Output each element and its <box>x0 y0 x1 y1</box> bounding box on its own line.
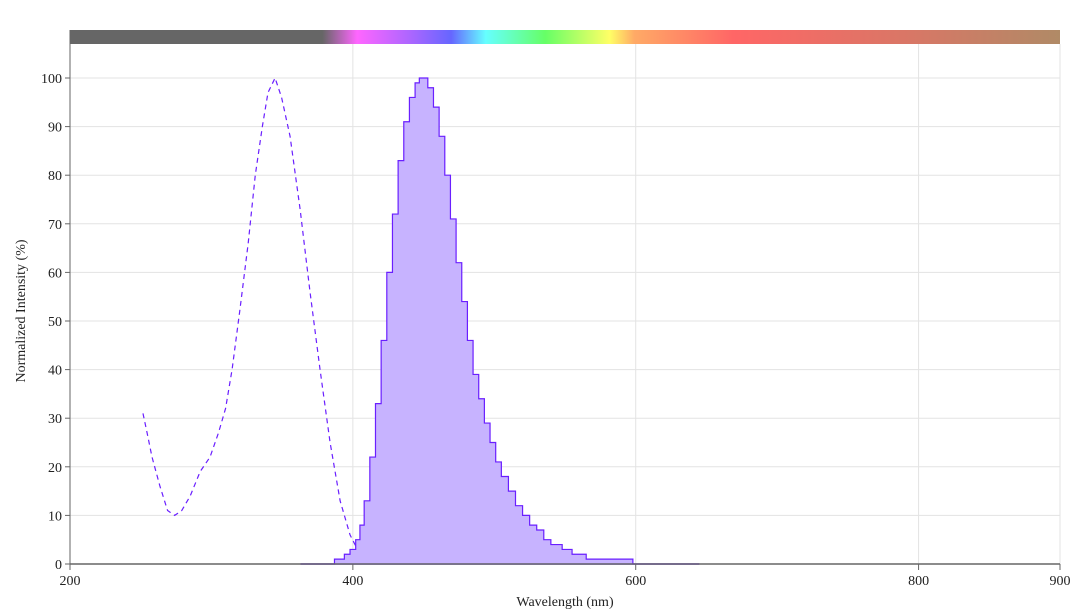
y-tick-label: 60 <box>48 266 62 281</box>
x-tick-label: 200 <box>60 574 81 589</box>
grid <box>69 44 1061 564</box>
x-axis-label: Wavelength (nm) <box>516 595 614 610</box>
spectrum-color-bar <box>70 30 1060 44</box>
y-tick-label: 70 <box>48 218 62 233</box>
y-tick-label: 80 <box>48 169 62 184</box>
x-tick-label: 800 <box>908 574 929 589</box>
y-tick-label: 50 <box>48 315 62 330</box>
y-tick-label: 40 <box>48 364 62 379</box>
y-tick-label: 0 <box>55 558 62 573</box>
y-tick-label: 10 <box>48 509 62 524</box>
y-tick-label: 30 <box>48 412 62 427</box>
y-tick-label: 20 <box>48 461 62 476</box>
emission-line <box>300 77 700 565</box>
x-tick-label: 600 <box>625 574 646 589</box>
x-tick-label: 900 <box>1050 574 1071 589</box>
axes: 0 10 20 30 40 50 60 70 80 90 100 200 400 600 800 900 <box>41 30 1071 589</box>
x-tick-label: 400 <box>342 574 363 589</box>
excitation-line <box>142 76 376 563</box>
emission-fill <box>300 78 700 564</box>
y-axis-label: Normalized Intensity (%) <box>14 239 29 382</box>
y-tick-label: 90 <box>48 121 62 136</box>
y-tick-label: 100 <box>41 72 62 87</box>
